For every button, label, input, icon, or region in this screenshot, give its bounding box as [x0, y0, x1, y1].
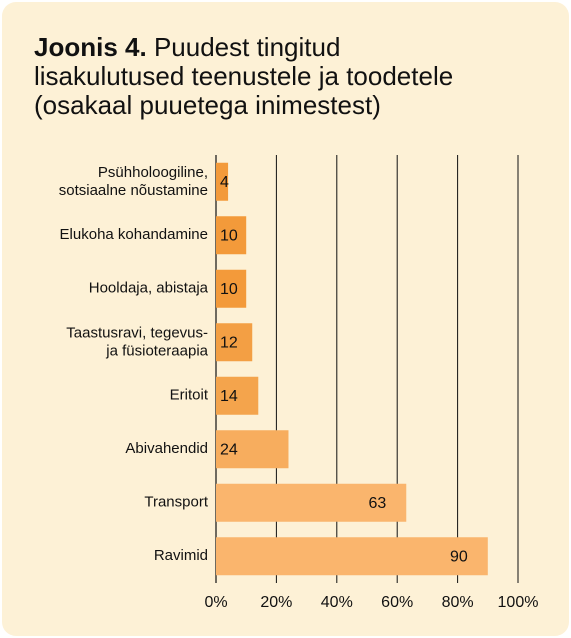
x-tick-label: 60%: [381, 594, 413, 611]
title-line: (osakaal puuetega inimestest): [34, 90, 381, 120]
value-label: 12: [220, 334, 238, 351]
bar: [216, 269, 247, 308]
y-tick-label: Elukoha kohandamine: [60, 226, 208, 243]
x-tick-label: 40%: [321, 594, 353, 611]
value-label: 10: [220, 281, 238, 298]
bar: [216, 537, 488, 576]
value-label: 4: [220, 174, 229, 191]
bar: [216, 323, 253, 362]
bar: [216, 376, 259, 415]
value-label: 90: [450, 548, 468, 565]
y-tick-label: Transport: [144, 494, 208, 511]
y-tick-label: Abivahendid: [125, 440, 208, 457]
y-tick-label: Taastusravi, tegevus-ja füsioteraapia: [66, 324, 208, 359]
value-label: 14: [220, 388, 238, 405]
title-line: lisakulutused teenustele ja toodetele: [34, 61, 453, 91]
x-tick-label: 100%: [498, 594, 539, 611]
bar: [216, 483, 407, 522]
y-tick-label: Ravimid: [154, 547, 208, 564]
x-tick-label: 80%: [442, 594, 474, 611]
y-tick-label: Eritoit: [170, 387, 209, 404]
value-label: 10: [220, 227, 238, 244]
bar: [216, 162, 229, 201]
bar: [216, 216, 247, 255]
y-tick-label: Hooldaja, abistaja: [89, 280, 209, 297]
title-label: Joonis 4.: [34, 32, 147, 62]
y-tick-label: Psühholoogiline, sotsiaalne nõustamine: [59, 164, 208, 199]
value-label: 63: [368, 495, 386, 512]
x-tick-label: 20%: [260, 594, 292, 611]
bar: [216, 430, 289, 469]
title-line: Puudest tingitud: [154, 32, 340, 62]
chart-title: Joonis 4. Puudest tingitud lisakulutused …: [34, 32, 453, 120]
x-tick-label: 0%: [204, 594, 227, 611]
value-label: 24: [220, 441, 238, 458]
